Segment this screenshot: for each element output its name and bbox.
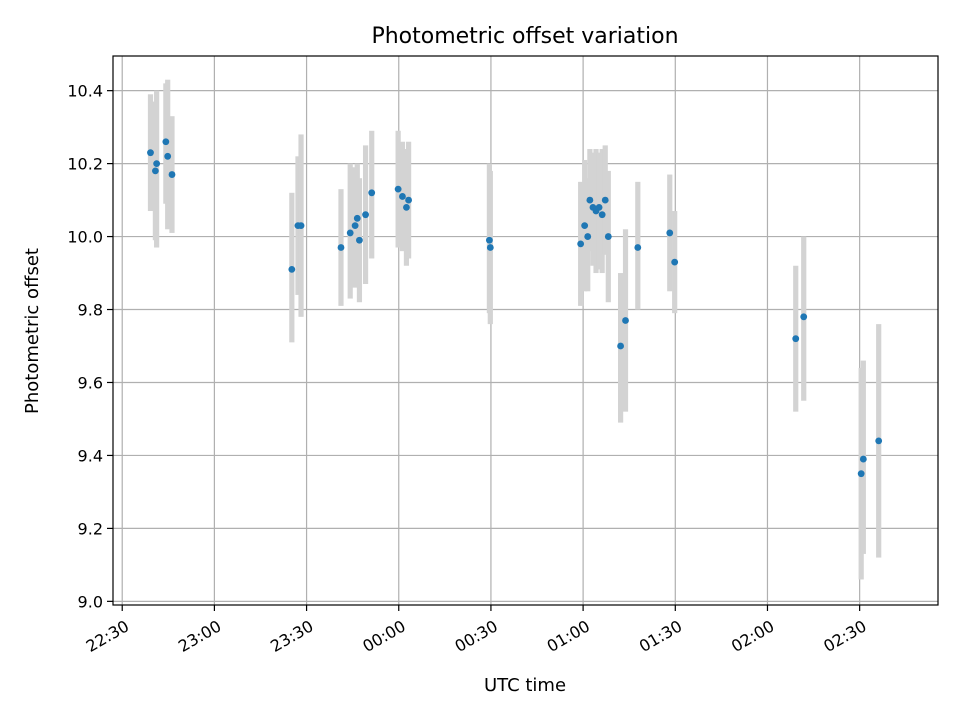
x-tick-label: 22:30 [83,616,132,656]
data-point [857,470,865,478]
data-point [147,149,154,157]
data-point [351,222,359,230]
x-tick-label: 01:00 [544,616,593,656]
x-tick-label: 23:00 [175,616,224,656]
data-point [622,317,629,324]
error-bars [147,79,882,580]
x-tick-label: 00:30 [452,616,501,656]
x-tick-label: 23:30 [267,616,316,656]
data-point [595,203,603,211]
y-tick-label: 10.0 [67,228,103,247]
y-tick-label: 9.8 [78,301,103,320]
plot-frame [112,55,939,606]
data-point [800,313,808,321]
data-point [353,214,361,222]
data-point [152,167,159,175]
y-tick-label: 10.4 [67,82,103,101]
y-tick-label: 9.6 [78,373,103,392]
data-point [598,211,606,219]
data-point [604,233,612,240]
data-point [164,152,172,160]
y-axis-label: Photometric offset [22,248,43,414]
data-point [362,211,369,219]
y-tick-label: 9.4 [78,446,103,465]
x-tick-label: 00:00 [359,616,408,656]
data-point [337,244,345,251]
y-tick-label: 9.0 [78,592,103,611]
data-point [153,160,161,168]
data-point [394,185,402,193]
data-point [792,335,800,343]
grid [113,56,938,605]
y-tick-label: 10.2 [67,155,103,174]
data-point [346,229,354,237]
data-point [486,244,494,251]
data-point [671,258,679,266]
data-point [399,193,406,200]
data-point [288,265,296,273]
x-axis: 22:30 23:00 23:30 00:00 00:30 01:00 01:30 02:00… [83,605,870,656]
data-point [162,138,170,146]
data-point [297,222,305,230]
y-axis: 9.0 9.2 9.4 9.6 9.8 10.0 10.2 10.4 [67,82,113,611]
data-point [405,196,412,204]
data-point [875,437,883,445]
chart-title: Photometric offset variation [371,24,678,49]
data-point [485,236,493,244]
x-tick-label: 02:00 [728,616,777,656]
x-tick-label: 02:30 [820,616,869,656]
data-point [356,236,363,244]
y-tick-label: 9.2 [78,519,103,538]
x-tick-label: 01:30 [636,616,685,656]
data-points [147,138,883,478]
error-bar [599,149,605,274]
data-point [581,222,589,230]
data-point [601,196,609,204]
data-point [859,455,867,463]
data-point [584,233,592,240]
data-point [617,342,624,350]
data-point [577,240,585,248]
data-point [666,229,674,237]
data-point [586,196,594,204]
x-axis-label: UTC time [484,675,566,696]
data-point [368,189,376,197]
data-point [403,203,410,211]
data-point [168,171,176,178]
data-point [634,244,642,251]
